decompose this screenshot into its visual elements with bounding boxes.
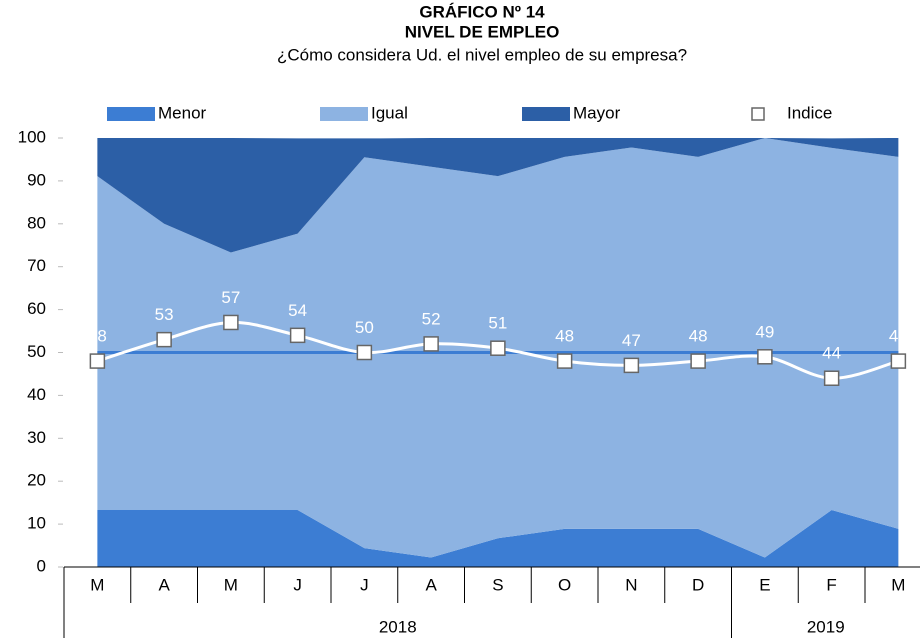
data-label: 51 [488,314,507,333]
index-marker [89,353,106,369]
x-tick-label: M [224,575,238,594]
data-label: 47 [622,331,641,350]
index-marker [356,344,373,361]
x-tick-label: M [90,575,104,594]
index-marker [890,353,907,369]
legend-label: Igual [371,103,408,122]
chart-subtitle: NIVEL DE EMPLEO [405,22,560,41]
x-tick-label: F [826,575,836,594]
data-label: 48 [555,327,574,346]
data-label: 48 [689,327,708,346]
data-label: 44 [822,344,841,363]
x-group-label: 2019 [807,617,845,636]
x-tick-label: M [891,575,905,594]
data-label: 54 [288,301,307,320]
data-label: 50 [355,318,374,337]
index-marker [490,340,506,356]
x-group-label: 2018 [379,617,417,636]
y-tick-label: 40 [27,385,46,404]
data-label: 52 [422,309,441,328]
area [97,138,899,253]
area [97,509,899,567]
y-tick-label: 90 [27,170,46,189]
y-tick-label: 100 [18,127,46,146]
legend-label: Indice [787,103,832,122]
legend-swatch [320,107,368,121]
y-tick-label: 20 [27,471,46,490]
data-label: 48 [889,327,908,346]
y-tick-label: 70 [27,256,46,275]
index-marker [690,353,706,369]
x-tick-label: A [425,575,437,594]
data-label: 49 [755,322,774,341]
y-tick-label: 60 [27,299,46,318]
x-tick-label: E [759,575,770,594]
legend-label: Mayor [573,103,621,122]
legend-swatch [107,107,155,121]
legend-marker [751,107,765,121]
index-marker [623,357,640,374]
index-marker [556,353,573,369]
data-label: 48 [88,327,107,346]
data-label: 53 [155,305,174,324]
x-tick-label: A [158,575,170,594]
y-tick-label: 0 [37,556,46,575]
data-label: 57 [221,288,240,307]
index-marker [823,370,840,386]
chart-question: ¿Cómo considera Ud. el nivel empleo de s… [277,45,687,64]
legend-label: Menor [158,103,207,122]
legend-swatch [522,107,570,121]
y-tick-label: 50 [27,342,46,361]
y-tick-label: 30 [27,428,46,447]
x-tick-label: J [293,575,302,594]
y-tick-label: 80 [27,213,46,232]
x-tick-label: S [492,575,503,594]
x-tick-label: N [625,575,637,594]
index-marker [757,349,773,365]
x-tick-label: J [360,575,369,594]
chart-title: GRÁFICO Nº 14 [419,2,545,21]
x-tick-label: O [558,575,571,594]
index-marker [223,314,239,331]
index-marker [289,327,306,344]
index-marker [156,331,172,348]
index-marker [423,336,439,352]
y-tick-label: 10 [27,514,46,533]
x-tick-label: D [692,575,704,594]
